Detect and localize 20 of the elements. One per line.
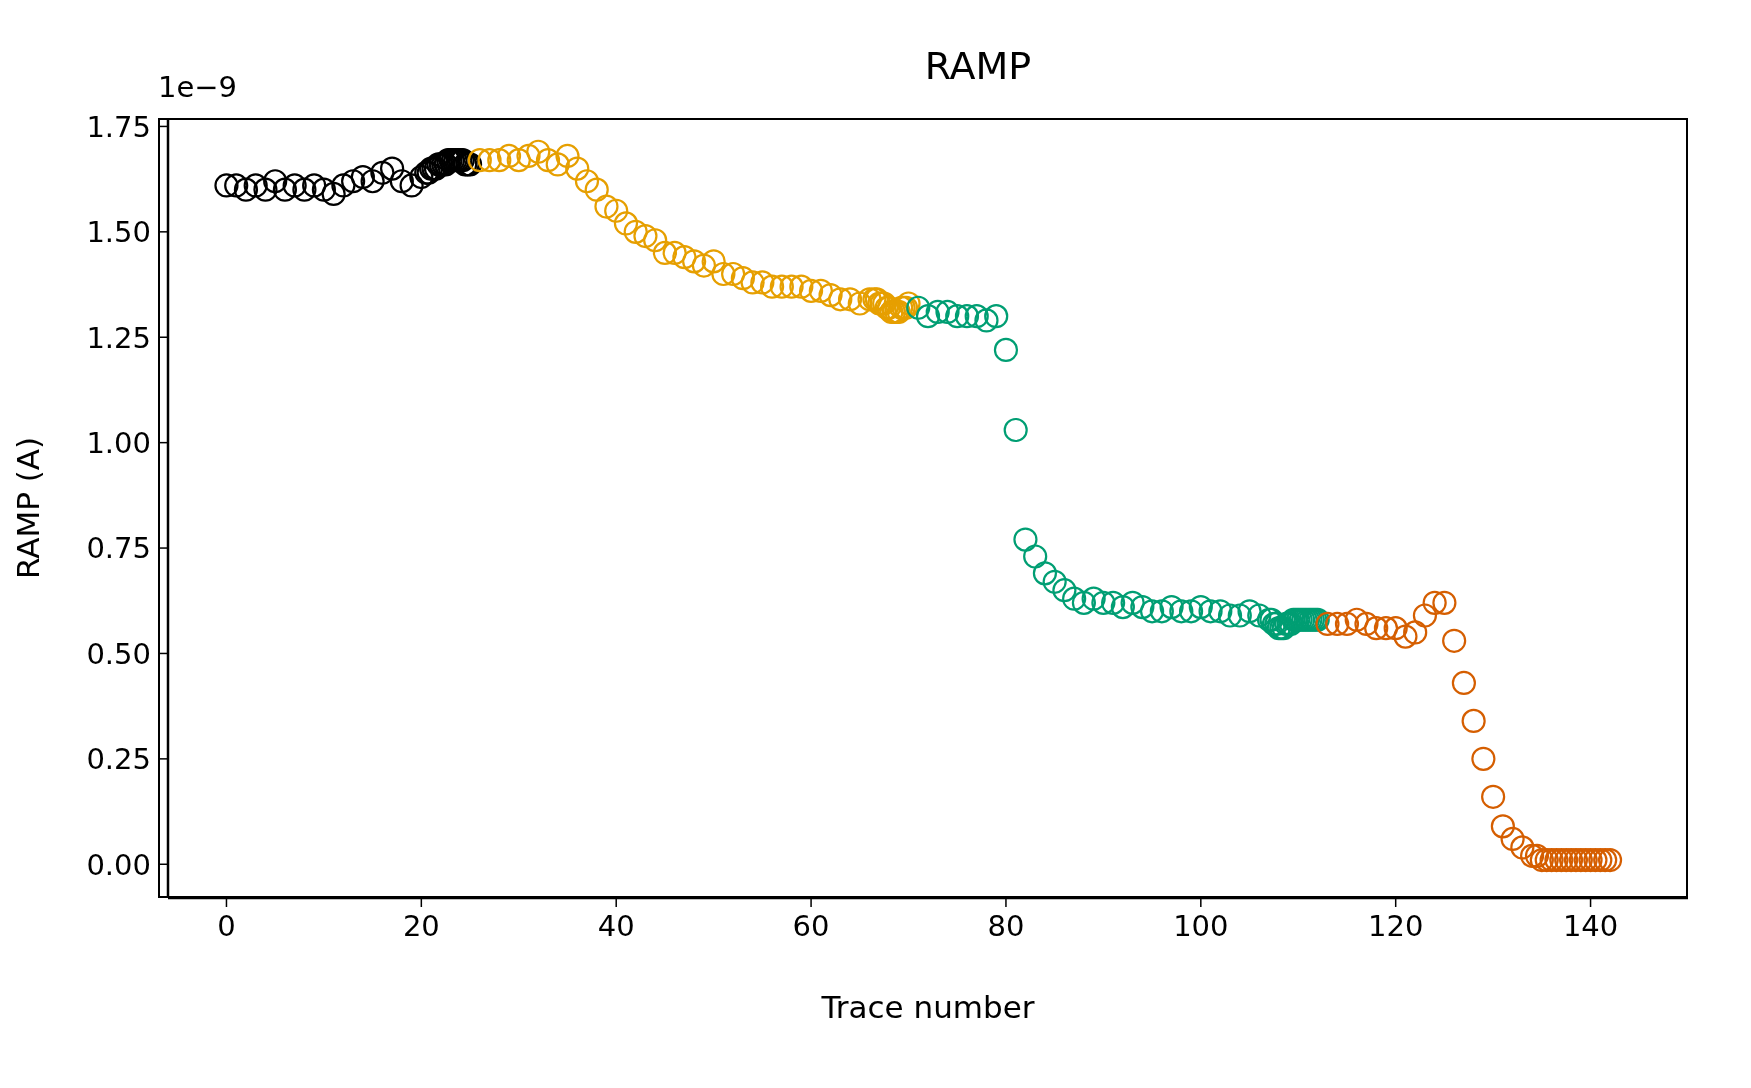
y-tick-label: 0.25 bbox=[86, 742, 151, 777]
y-axis-title: RAMP (A) bbox=[10, 436, 47, 580]
y-tick-label: 0.00 bbox=[86, 847, 151, 882]
x-tick-label: 20 bbox=[402, 908, 440, 943]
chart-title: RAMP bbox=[924, 44, 1032, 88]
x-tick-label: 100 bbox=[1173, 908, 1229, 943]
x-tick-label: 140 bbox=[1562, 908, 1619, 943]
x-axis-title: Trace number bbox=[820, 989, 1035, 1025]
y-tick-label: 1.00 bbox=[86, 425, 151, 460]
x-tick-label: 60 bbox=[792, 908, 830, 943]
x-tick-label: 120 bbox=[1368, 908, 1424, 943]
x-tick-label: 0 bbox=[217, 908, 236, 943]
text: 1e−9 bbox=[158, 70, 238, 104]
y-tick-label: 1.25 bbox=[86, 320, 151, 355]
y-tick-label: 1.50 bbox=[86, 215, 151, 250]
y-tick-label: 0.75 bbox=[86, 531, 151, 566]
y-tick-label: 1.75 bbox=[86, 109, 151, 144]
x-tick-label: 80 bbox=[987, 908, 1025, 943]
y-tick-label: 0.50 bbox=[86, 636, 151, 671]
x-tick-label: 40 bbox=[597, 908, 635, 943]
